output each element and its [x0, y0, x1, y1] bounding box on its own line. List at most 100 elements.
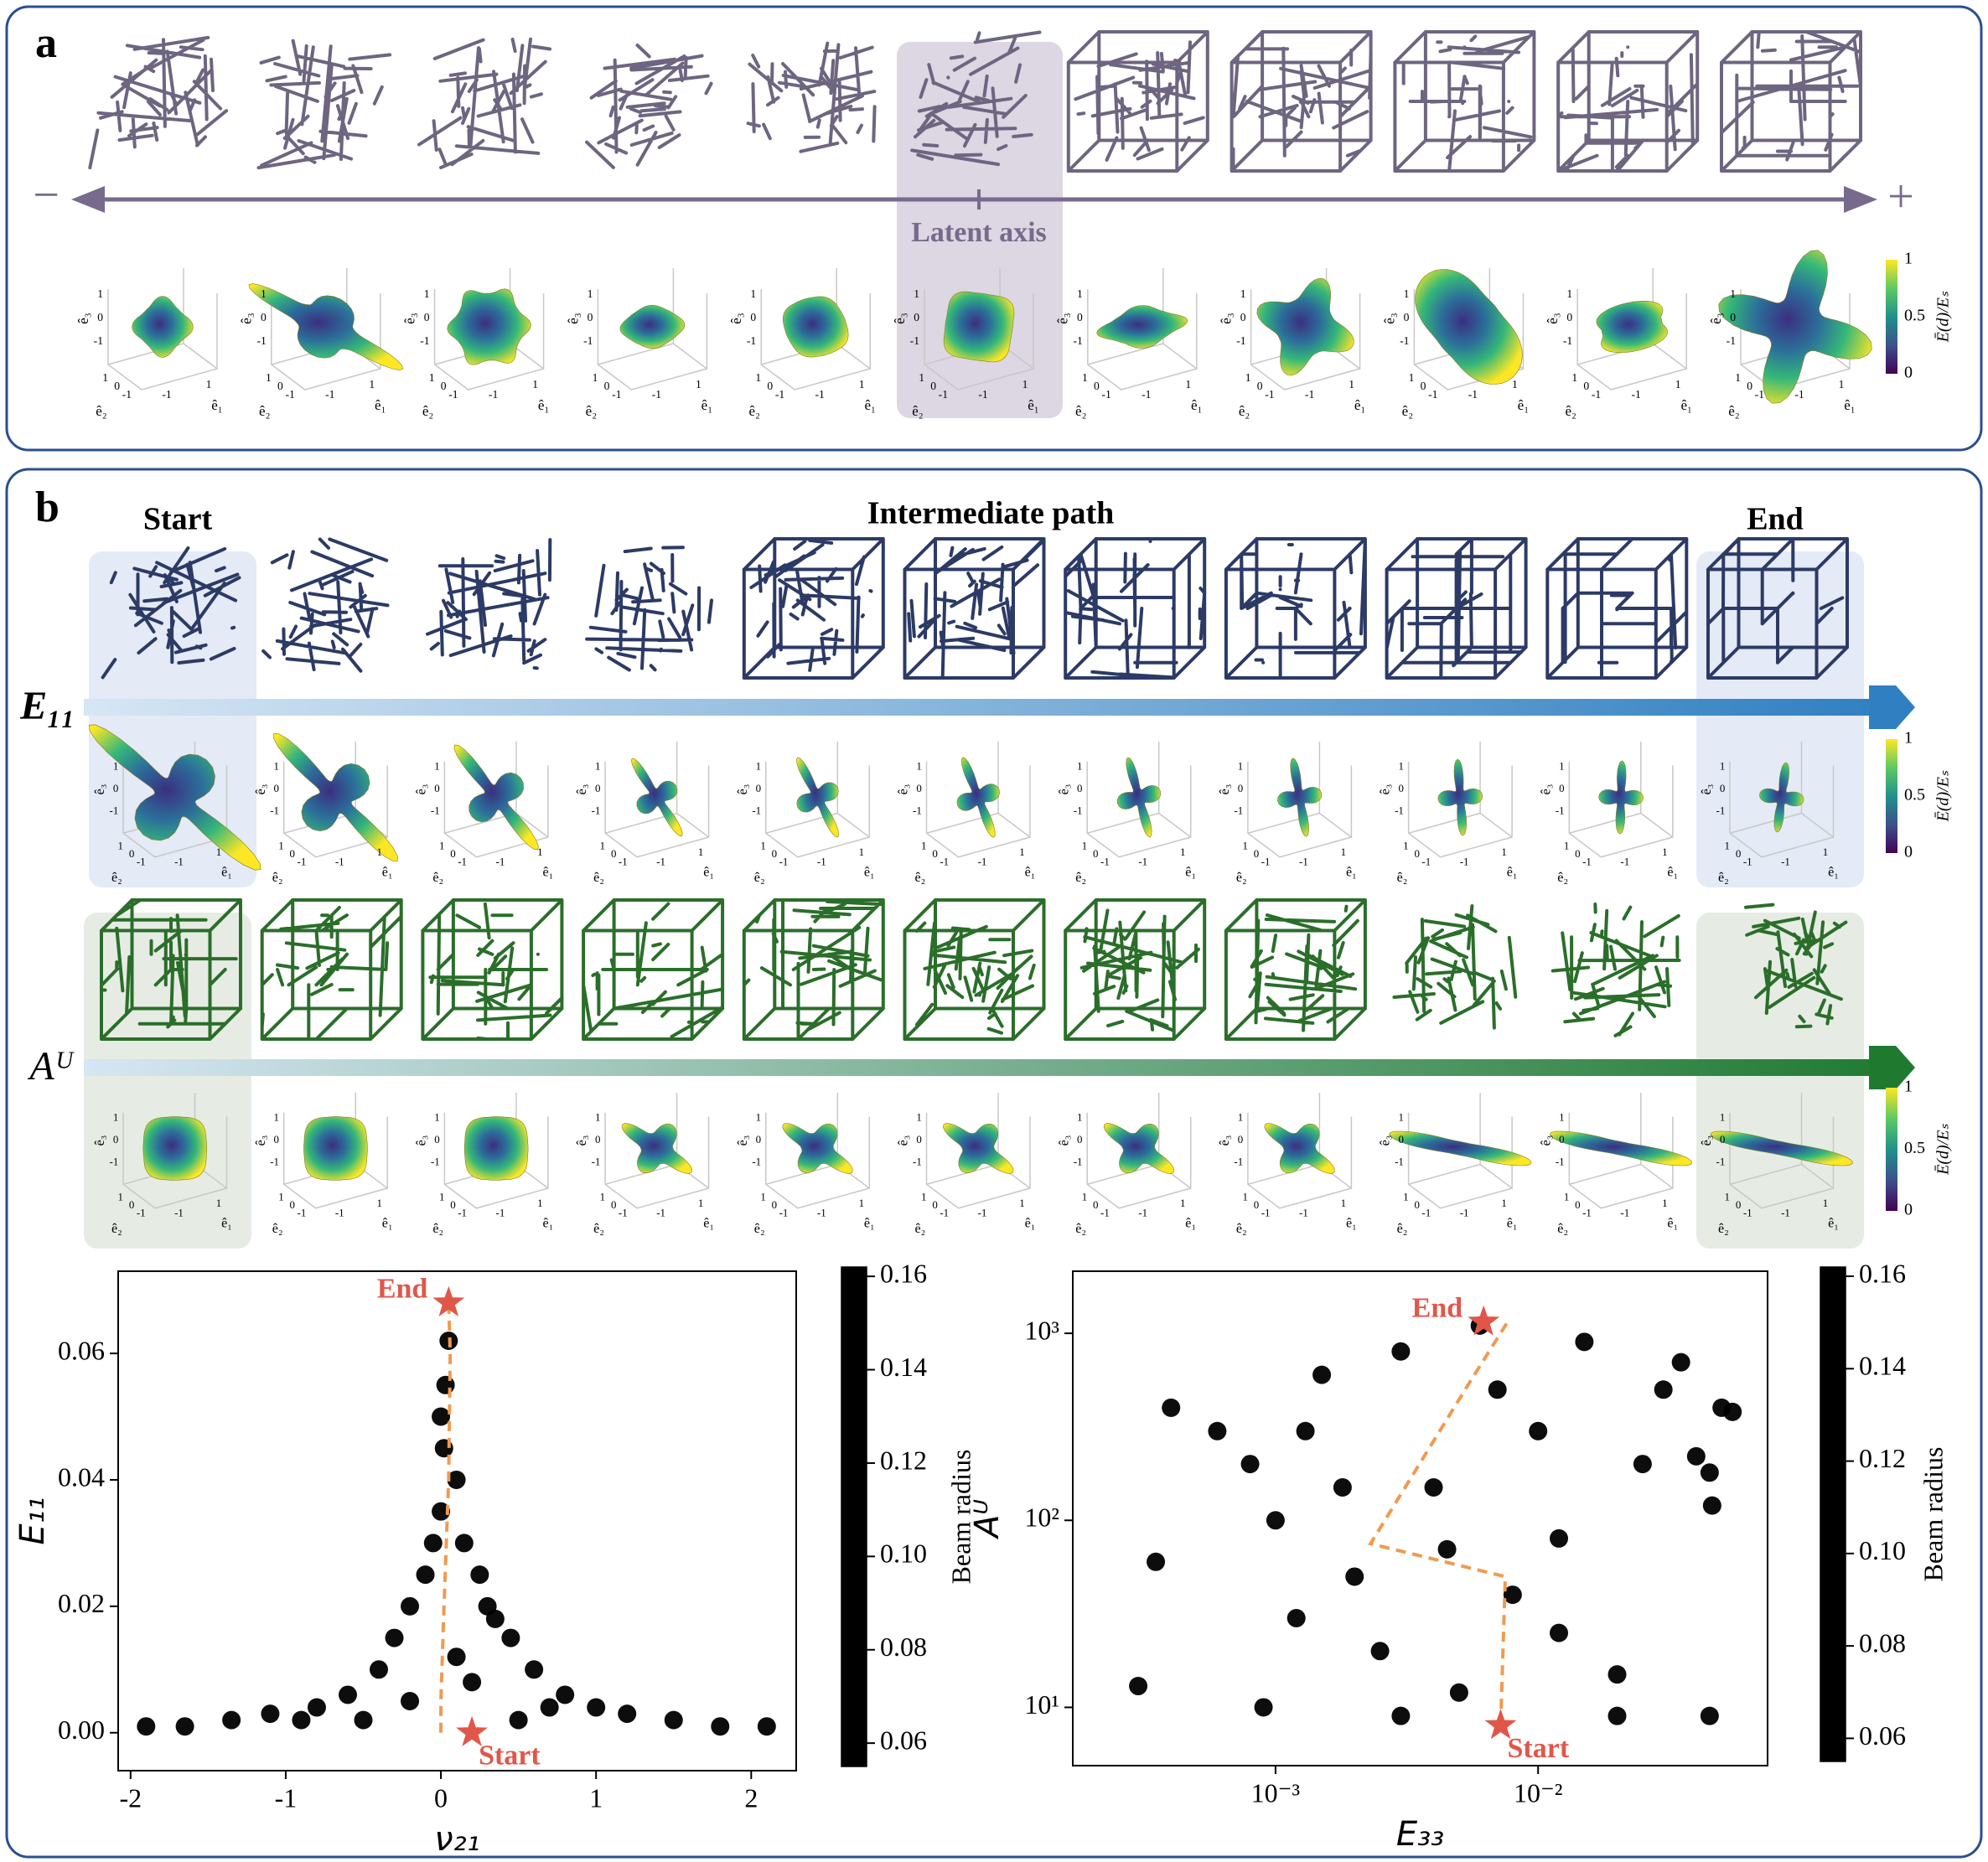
- glyph-tick: 1: [921, 1190, 926, 1203]
- glyph-tick: -1: [1582, 855, 1592, 867]
- colorbar: [1886, 739, 1897, 853]
- glyph-tick: -1: [1743, 1206, 1752, 1218]
- scatter-point: [1488, 1380, 1507, 1399]
- glyph-tick: -1: [656, 855, 665, 867]
- glyph-tick: -1: [612, 388, 621, 401]
- scatter-point: [1550, 1623, 1569, 1642]
- glyph-axis-label: ê₂: [912, 403, 923, 419]
- glyph-tick: -1: [1755, 388, 1764, 401]
- glyph: [943, 1123, 1014, 1174]
- plot-frame: [117, 1270, 797, 1771]
- glyph-tick: 0: [1254, 847, 1259, 860]
- path-line: [1368, 1317, 1512, 1726]
- panel-label: b: [35, 484, 60, 531]
- glyph-tick: -1: [1620, 1206, 1629, 1218]
- scatter-point: [1633, 1455, 1652, 1474]
- glyph-tick: 1: [434, 1110, 439, 1123]
- marker-star: [1468, 1305, 1500, 1336]
- lattice: [1224, 537, 1367, 680]
- glyph-tick: -1: [1100, 1206, 1110, 1218]
- lattice: [1393, 30, 1536, 173]
- glyph-tick: 1: [1077, 287, 1083, 300]
- glyph-tick: -1: [652, 388, 661, 401]
- glyph-axis-label: ê₂: [1718, 1222, 1729, 1236]
- glyph-axis-label: ê₂: [1557, 871, 1568, 885]
- lattice: [100, 898, 242, 1041]
- lattice: [742, 537, 885, 680]
- glyph: [1759, 762, 1804, 833]
- glyph-tick: -1: [1794, 388, 1804, 401]
- glyph-tick: -1: [747, 334, 756, 347]
- glyph-tick: -1: [256, 334, 266, 347]
- scatter-point: [540, 1698, 559, 1717]
- glyph-axis-label: ê₃: [93, 1135, 107, 1146]
- scatter-point: [757, 1717, 776, 1736]
- glyph-tick: -1: [752, 1156, 761, 1168]
- glyph-tick: -1: [939, 388, 948, 401]
- colorbar-tick-label: 0.08: [880, 1632, 927, 1662]
- glyph-tick: 0: [932, 1198, 937, 1211]
- colorbar-tick: 0.5: [1904, 1139, 1925, 1157]
- lattice: [1066, 30, 1209, 173]
- glyph-tick: 1: [755, 371, 761, 384]
- glyph-tick: 0: [129, 847, 134, 860]
- glyph: [1389, 1130, 1532, 1166]
- glyph-tick: -1: [458, 1206, 467, 1218]
- glyph-tick: 1: [1022, 378, 1028, 391]
- glyph-tick: -1: [1234, 804, 1243, 817]
- glyph-tick: 1: [588, 287, 593, 300]
- glyph-tick: 1: [113, 1110, 118, 1123]
- scatter-point: [664, 1710, 683, 1730]
- scatter-point: [1671, 1353, 1690, 1372]
- glyph-tick: -1: [298, 1206, 307, 1218]
- glyph-tick: -1: [1743, 855, 1752, 867]
- glyph-tick: 1: [1238, 1110, 1243, 1123]
- scatter-point: [137, 1717, 156, 1736]
- glyph-tick: 0: [113, 1133, 118, 1146]
- glyph-tick: -1: [1428, 388, 1437, 401]
- colorbar-tick-label: 0.14: [1859, 1351, 1906, 1381]
- glyph-tick: 1: [1720, 759, 1725, 772]
- colorbar-band: [841, 1539, 867, 1585]
- glyph-axis-label: ê₃: [254, 784, 268, 795]
- glyph-tick: -1: [1100, 855, 1110, 867]
- glyph-tick: -1: [1632, 388, 1641, 401]
- glyph-axis-label: ê₃: [1218, 784, 1232, 795]
- glyph-tick: 1: [429, 371, 435, 384]
- glyph-axis-label: ê₂: [593, 1222, 604, 1236]
- glyph-tick: 1: [439, 1190, 444, 1203]
- glyph-axis-label: ê₂: [1397, 871, 1408, 885]
- glyph-tick: 1: [1823, 846, 1828, 858]
- row-label: Aᵁ: [27, 1044, 75, 1089]
- scatter-point: [1287, 1608, 1306, 1627]
- glyph-tick: 1: [97, 287, 103, 300]
- glyph-axis-label: ê₁: [1185, 865, 1196, 879]
- glyph-tick: -1: [298, 855, 307, 867]
- scatter-point: [416, 1565, 435, 1585]
- glyph-tick: -1: [817, 855, 826, 867]
- glyph-tick: 0: [434, 1133, 439, 1146]
- glyph-tick: 1: [696, 378, 701, 391]
- glyph-tick: -1: [448, 388, 458, 401]
- lattice: [903, 537, 1046, 680]
- glyph-tick: -1: [1299, 855, 1308, 867]
- scatter-point: [1266, 1511, 1285, 1530]
- glyph-tick: 1: [274, 1110, 279, 1123]
- glyph-axis-label: ê₁: [864, 865, 875, 879]
- glyph-tick: 0: [756, 782, 761, 794]
- glyph-tick: 0: [1077, 782, 1082, 794]
- colorbar: [1886, 1088, 1897, 1211]
- scatter-point: [307, 1698, 326, 1717]
- glyph-tick: 1: [1242, 1190, 1247, 1203]
- glyph-tick: 1: [1725, 1190, 1730, 1203]
- glyph-tick: 0: [1747, 380, 1752, 392]
- glyph-frame: [765, 742, 871, 858]
- glyph: [621, 1123, 693, 1174]
- glyph-tick: 1: [1730, 287, 1736, 300]
- glyph-tick: -1: [1074, 1156, 1083, 1168]
- glyph-tick: 1: [919, 371, 924, 384]
- panel-b-frame: [5, 468, 1983, 1859]
- glyph-tick: 1: [266, 371, 272, 384]
- glyph-tick: 1: [916, 1110, 921, 1123]
- glyph-tick: 1: [1341, 846, 1346, 858]
